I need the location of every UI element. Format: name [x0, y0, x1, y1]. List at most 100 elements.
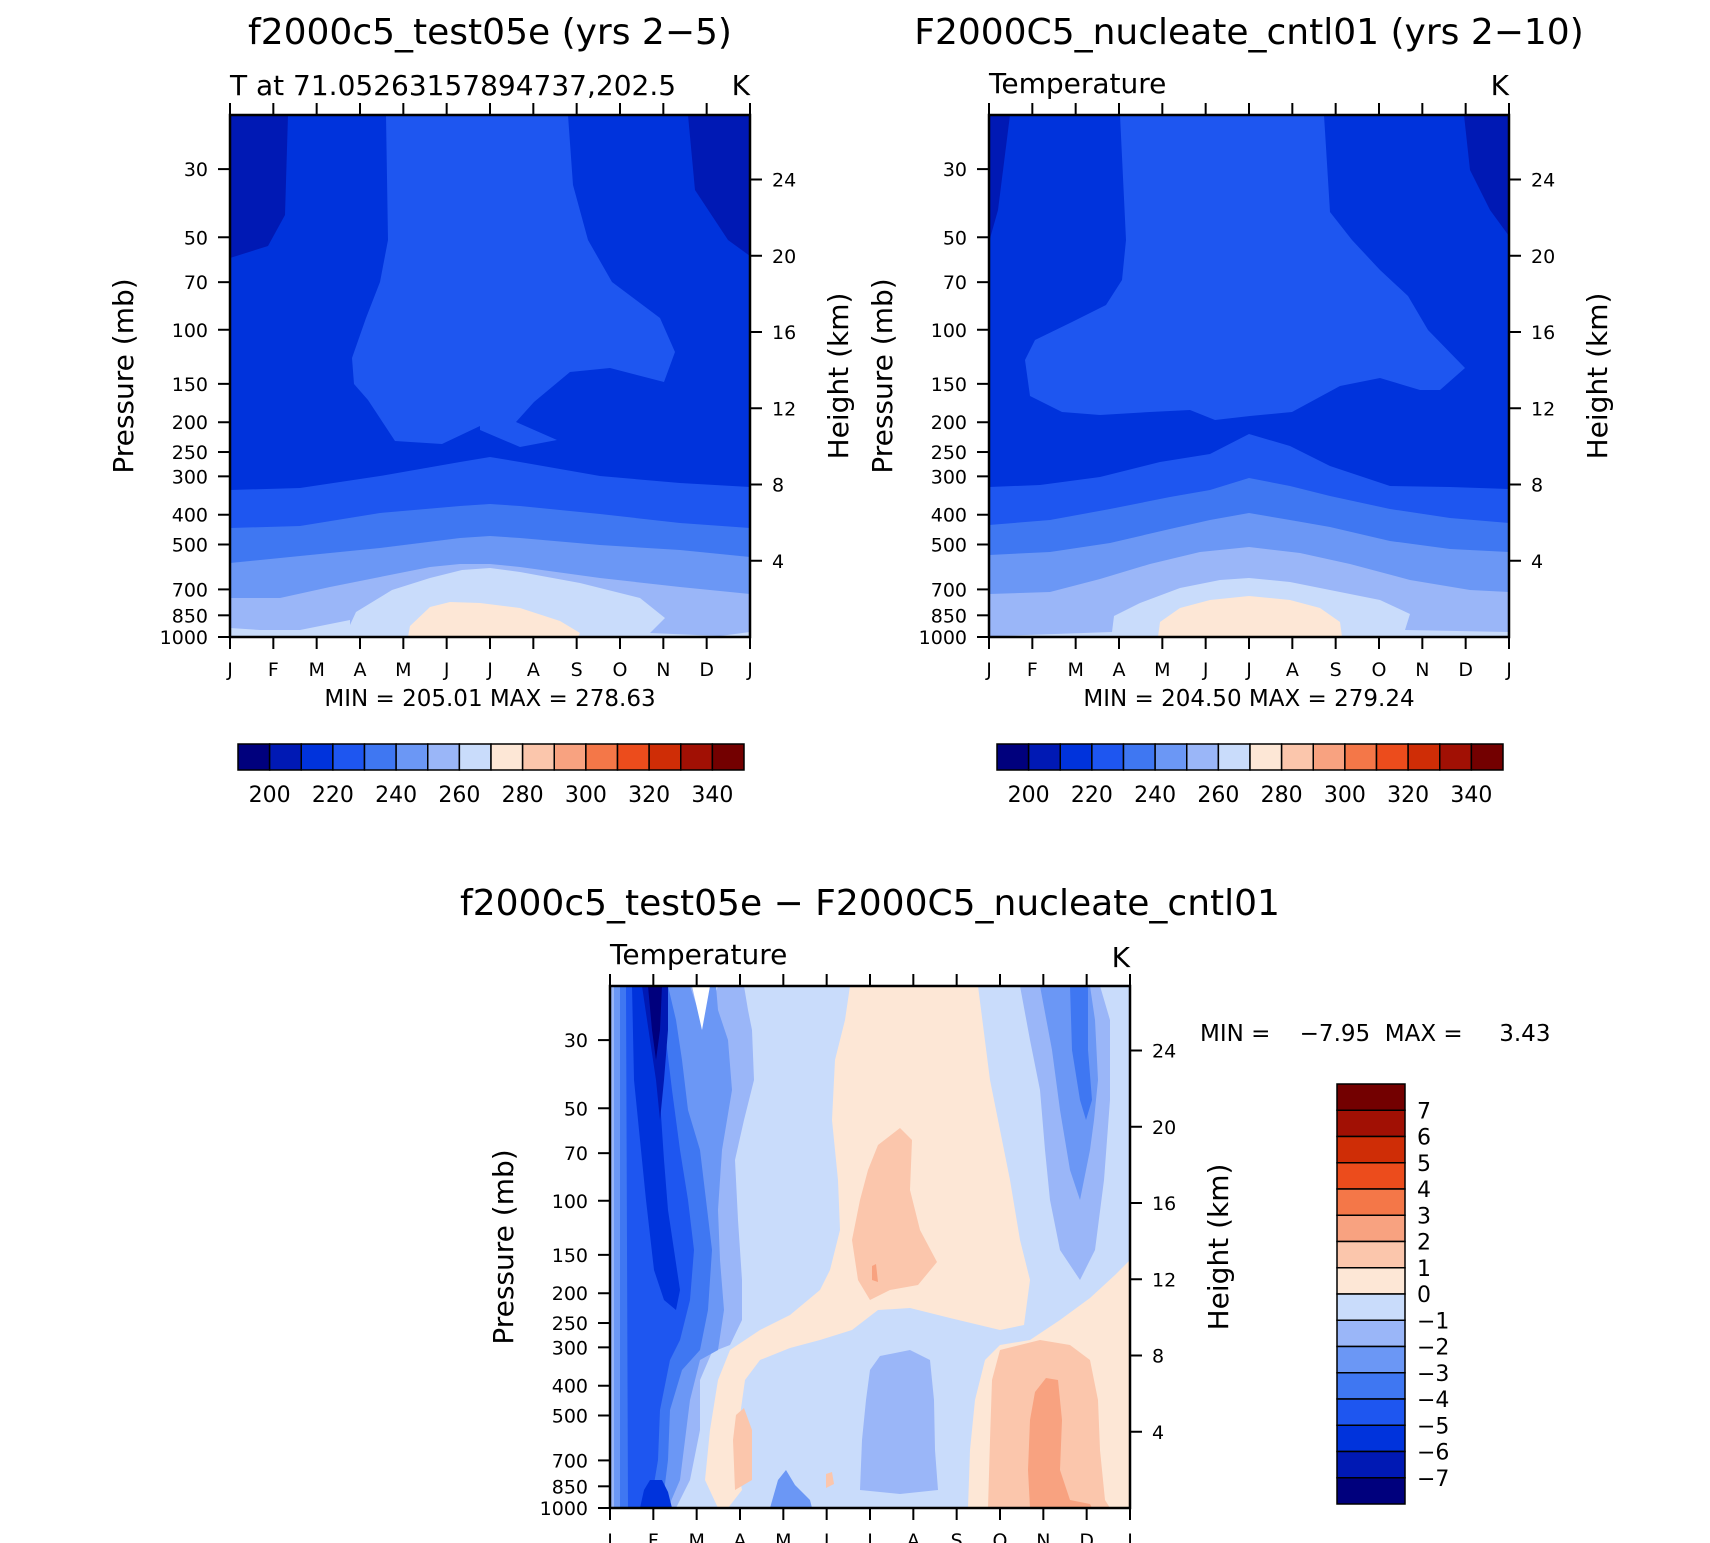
colorbar-swatch — [1336, 1424, 1406, 1453]
y-tick-label: 150 — [931, 374, 967, 396]
x-tick-label: J — [443, 659, 450, 681]
colorbar-swatch — [1439, 743, 1473, 771]
y-tick-label: 100 — [552, 1191, 588, 1213]
y-tick-label: 400 — [931, 505, 967, 527]
y-tick-label: 400 — [172, 505, 208, 527]
contour-fill-1-2-june — [826, 1472, 834, 1488]
y-tick-label: 50 — [943, 227, 967, 249]
y-tick-label: 70 — [943, 272, 967, 294]
y-tick-label: 30 — [943, 159, 967, 181]
colorbar-swatch — [1027, 743, 1061, 771]
colorbar-label: 220 — [1071, 783, 1113, 808]
y-tick-label: 500 — [172, 535, 208, 557]
colorbar-label: 220 — [312, 783, 354, 808]
y-tick-label: 70 — [564, 1143, 588, 1165]
colorbar-swatch — [1336, 1083, 1406, 1111]
colorbar-swatch — [1091, 743, 1125, 771]
x-tick-label: S — [571, 659, 583, 681]
colorbar-swatch — [1336, 1188, 1406, 1216]
x-tick-label: J — [985, 659, 992, 681]
colorbar-label: 320 — [1387, 783, 1429, 808]
x-tick-label: A — [527, 659, 540, 681]
contour-fill-230-240-top — [1025, 115, 1465, 420]
contour-fill-270-280 — [230, 568, 750, 637]
colorbar-swatch — [1336, 1109, 1406, 1138]
colorbar-label: 5 — [1417, 1152, 1431, 1177]
colorbar-label: 3 — [1417, 1204, 1431, 1229]
y2-tick-label: 8 — [772, 475, 784, 497]
colorbar-label: 200 — [249, 783, 291, 808]
contour-fill-210-220-left — [989, 115, 1010, 242]
panel-c-y2-label: Height (km) — [1202, 1164, 1235, 1331]
y-tick-label: 200 — [931, 412, 967, 434]
y-tick-label: 100 — [172, 320, 208, 342]
y2-tick-label: 8 — [1152, 1346, 1164, 1368]
x-tick-label: J — [1202, 659, 1209, 681]
y-tick-label: 50 — [564, 1098, 588, 1120]
x-tick-label: D — [1079, 1530, 1094, 1543]
panel-a-y-label: Pressure (mb) — [107, 278, 140, 473]
y-tick-label: 850 — [931, 605, 967, 627]
contour-fill-m2-m1-middle — [860, 1350, 938, 1494]
y-tick-label: 150 — [172, 374, 208, 396]
colorbar-swatch — [395, 743, 429, 771]
x-tick-label: O — [993, 1530, 1008, 1543]
contour-fill-210-220-right — [688, 115, 750, 256]
colorbar-swatch — [1344, 743, 1378, 771]
y2-tick-label: 16 — [1152, 1193, 1176, 1215]
colorbar-swatch — [1336, 1319, 1406, 1348]
panel-a-units: K — [732, 69, 751, 102]
x-tick-label: J — [1245, 659, 1252, 681]
contour-fill-2-3 — [1028, 1378, 1092, 1508]
x-tick-label: J — [823, 1530, 830, 1543]
colorbar-swatch — [1280, 743, 1314, 771]
x-tick-label: J — [606, 1530, 613, 1543]
panel-c-units: K — [1112, 941, 1131, 974]
panel-a-colorbar: 200 220 240 260 280 300 320 340 — [237, 743, 745, 808]
colorbar-swatch — [268, 743, 302, 771]
y2-tick-label: 16 — [1531, 322, 1555, 344]
panel-c-contour-field — [610, 986, 1130, 1508]
y-tick-label: 700 — [552, 1450, 588, 1472]
colorbar-label: 240 — [1134, 783, 1176, 808]
panel-b-y2-label: Height (km) — [1581, 293, 1614, 460]
panel-test05e: f2000c5_test05e (yrs 2−5) T at 71.052631… — [107, 12, 855, 808]
panel-c-title: f2000c5_test05e − F2000C5_nucleate_cntl0… — [460, 883, 1280, 924]
colorbar-swatch — [1154, 743, 1188, 771]
colorbar-swatch — [490, 743, 524, 771]
y-tick-label: 50 — [184, 227, 208, 249]
colorbar-swatch — [300, 743, 334, 771]
colorbar-label: −5 — [1417, 1414, 1449, 1439]
x-tick-label: A — [907, 1530, 920, 1543]
contour-fill-230-240-top — [352, 115, 675, 447]
colorbar-swatch — [1336, 1267, 1406, 1295]
y-tick-label: 250 — [931, 442, 967, 464]
colorbar-swatch — [1186, 743, 1220, 771]
y-tick-label: 850 — [552, 1476, 588, 1498]
colorbar-swatch — [1312, 743, 1346, 771]
colorbar-swatch — [680, 743, 714, 771]
contour-fill-2-3-small — [872, 1264, 878, 1282]
panel-a-title: f2000c5_test05e (yrs 2−5) — [248, 12, 732, 53]
colorbar-label: −6 — [1417, 1441, 1449, 1466]
colorbar-swatch — [1407, 743, 1441, 771]
x-tick-label: O — [1372, 659, 1387, 681]
y2-tick-label: 4 — [772, 551, 784, 573]
colorbar-label: −4 — [1417, 1388, 1449, 1413]
x-tick-label: F — [1027, 659, 1038, 681]
panel-b-subtitle: Temperature — [988, 67, 1166, 100]
contour-fill-280-290 — [1158, 596, 1342, 637]
y-tick-label: 500 — [552, 1406, 588, 1428]
panel-a-y2-label: Height (km) — [822, 293, 855, 460]
panel-a-contour-field — [230, 115, 750, 637]
colorbar-swatch — [1336, 1162, 1406, 1190]
colorbar-label: 340 — [1450, 783, 1492, 808]
y-tick-label: 1000 — [540, 1498, 588, 1520]
colorbar-swatch — [427, 743, 461, 771]
y-tick-label: 30 — [184, 159, 208, 181]
x-tick-label: M — [688, 1530, 704, 1543]
y-tick-label: 500 — [931, 535, 967, 557]
